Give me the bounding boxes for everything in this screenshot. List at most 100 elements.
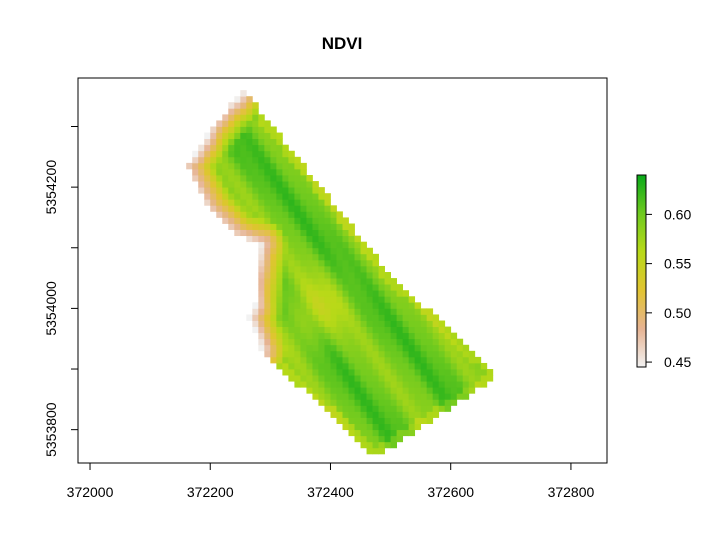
- raster-cell: [390, 405, 397, 412]
- raster-cell: [288, 162, 295, 170]
- raster-cell: [414, 314, 422, 321]
- raster-cell: [312, 247, 319, 255]
- raster-cell: [324, 314, 331, 321]
- raster-cell: [234, 217, 241, 224]
- raster-cell: [264, 156, 271, 164]
- raster-cell: [240, 217, 247, 224]
- raster-cell: [408, 375, 416, 382]
- raster-cell: [444, 387, 452, 394]
- raster-cell: [372, 338, 379, 346]
- raster-cell: [288, 168, 295, 176]
- raster-cell: [252, 102, 259, 109]
- raster-cell: [276, 272, 283, 279]
- raster-cell: [264, 217, 271, 224]
- raster-cell: [420, 362, 428, 370]
- raster-cell: [438, 405, 446, 412]
- raster-cell: [300, 272, 307, 279]
- raster-cell: [432, 344, 440, 352]
- raster-cell: [366, 429, 373, 437]
- raster-cell: [276, 168, 283, 176]
- raster-cell: [324, 247, 331, 255]
- raster-cell: [228, 120, 235, 127]
- raster-cell: [258, 320, 265, 327]
- raster-cell: [336, 217, 343, 224]
- raster-cell: [408, 381, 416, 388]
- raster-cell: [270, 187, 277, 194]
- raster-cell: [390, 381, 397, 388]
- raster-cell: [330, 369, 337, 376]
- raster-cell: [420, 344, 428, 352]
- raster-cell: [306, 284, 313, 291]
- raster-cell: [432, 350, 440, 358]
- raster-cell: [300, 296, 307, 303]
- raster-cell: [264, 320, 271, 327]
- raster-cell: [228, 193, 235, 200]
- raster-cell: [366, 332, 373, 340]
- raster-cell: [264, 308, 271, 315]
- raster-cell: [366, 356, 373, 364]
- colorbar-gradient: [636, 174, 647, 368]
- raster-cell: [396, 423, 404, 431]
- raster-cell: [336, 405, 343, 412]
- raster-cell: [354, 429, 361, 437]
- raster-cell: [252, 162, 259, 170]
- raster-cell: [252, 144, 259, 152]
- raster-cell: [192, 156, 199, 164]
- raster-cell: [384, 344, 391, 352]
- raster-cell: [294, 162, 301, 170]
- raster-cell: [264, 229, 271, 237]
- raster-cell: [360, 272, 367, 279]
- raster-cell: [228, 223, 235, 230]
- raster-cell: [420, 350, 428, 358]
- raster-cell: [348, 375, 355, 382]
- raster-cell: [438, 338, 446, 346]
- raster-cell: [264, 338, 271, 346]
- raster-cell: [336, 375, 343, 382]
- raster-cell: [300, 332, 307, 340]
- raster-cell: [342, 362, 349, 370]
- raster-cell: [378, 344, 385, 352]
- raster-cell: [408, 308, 416, 315]
- raster-cell: [270, 326, 277, 334]
- raster-cell: [324, 387, 331, 394]
- raster-cell: [462, 344, 470, 352]
- raster-cell: [456, 369, 464, 376]
- raster-cell: [258, 265, 265, 273]
- raster-cell: [372, 296, 379, 303]
- raster-cell: [258, 199, 265, 206]
- raster-cell: [336, 350, 343, 358]
- raster-cell: [342, 259, 349, 267]
- raster-cell: [246, 199, 253, 206]
- raster-cell: [366, 290, 373, 297]
- raster-cell: [264, 181, 271, 188]
- raster-cell: [330, 375, 337, 382]
- raster-cell: [402, 393, 410, 400]
- raster-cell: [222, 150, 229, 158]
- raster-cell: [210, 175, 217, 182]
- raster-cell: [192, 162, 199, 170]
- raster-cell: [318, 199, 325, 206]
- raster-cell: [366, 435, 373, 443]
- raster-cell: [234, 96, 241, 103]
- raster-cell: [300, 314, 307, 321]
- raster-cell: [402, 381, 410, 388]
- raster-cell: [204, 162, 211, 170]
- raster-cell: [396, 350, 404, 358]
- raster-cell: [360, 350, 367, 358]
- raster-cell: [318, 326, 325, 334]
- raster-cell: [372, 375, 379, 382]
- raster-cell: [324, 308, 331, 315]
- raster-cell: [264, 132, 271, 140]
- raster-cell: [312, 284, 319, 291]
- raster-cell: [372, 447, 379, 455]
- raster-cell: [282, 211, 289, 218]
- raster-cell: [276, 284, 283, 291]
- raster-cell: [414, 302, 422, 309]
- raster-cell: [234, 144, 241, 152]
- raster-cell: [432, 387, 440, 394]
- raster-cell: [336, 393, 343, 400]
- raster-cell: [318, 265, 325, 273]
- raster-cell: [402, 308, 410, 315]
- raster-cell: [414, 393, 422, 400]
- raster-cell: [348, 314, 355, 321]
